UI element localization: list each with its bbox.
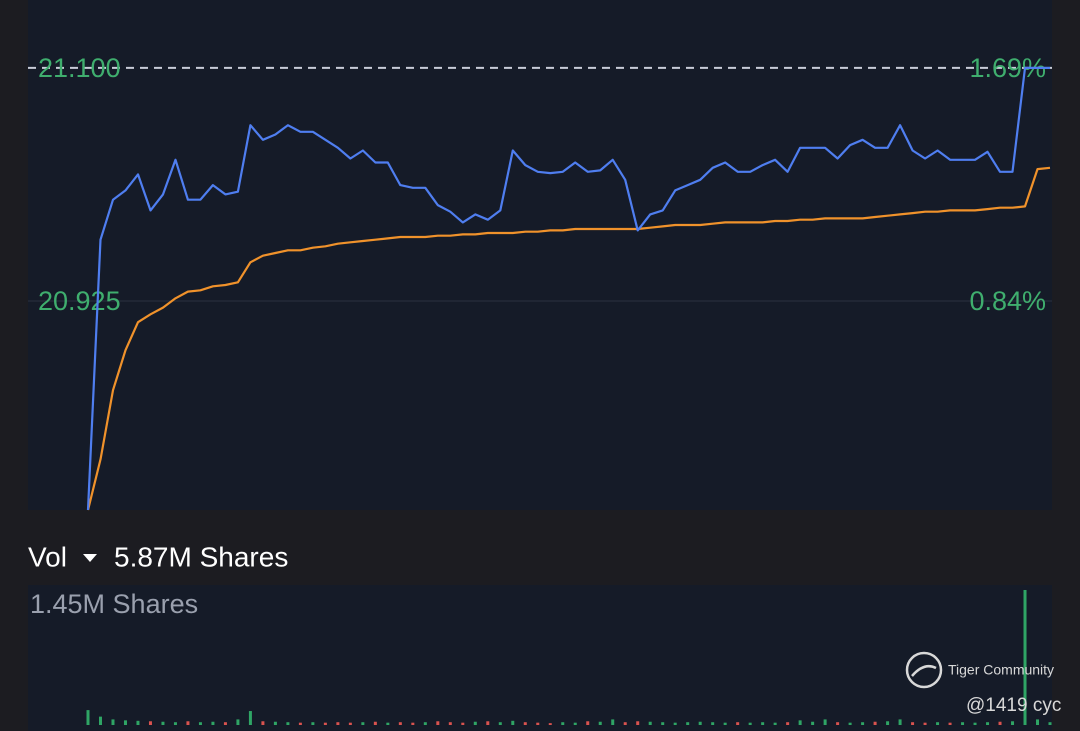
volume-bar bbox=[411, 722, 415, 725]
watermark-logo bbox=[905, 651, 943, 689]
volume-bar bbox=[711, 722, 715, 725]
volume-bar bbox=[736, 722, 740, 725]
volume-bar bbox=[573, 722, 577, 725]
watermark-brand: Tiger Community bbox=[948, 662, 1054, 678]
volume-bar bbox=[348, 722, 352, 725]
volume-bar bbox=[686, 722, 690, 725]
volume-bar bbox=[123, 720, 127, 725]
volume-bar bbox=[586, 721, 590, 725]
volume-bar bbox=[861, 722, 865, 725]
volume-bar bbox=[523, 722, 527, 725]
volume-bar bbox=[873, 721, 877, 725]
volume-bar bbox=[161, 721, 165, 725]
volume-bar bbox=[848, 722, 852, 725]
volume-bar bbox=[911, 722, 915, 725]
volume-bar bbox=[461, 722, 465, 725]
volume-bar bbox=[986, 722, 990, 725]
volume-title[interactable]: Vol bbox=[28, 541, 67, 572]
volume-bar bbox=[273, 721, 277, 725]
volume-bar bbox=[323, 722, 327, 725]
volume-bar bbox=[773, 722, 777, 725]
volume-bar bbox=[173, 722, 177, 725]
volume-bar bbox=[448, 722, 452, 725]
series-line bbox=[86, 166, 1051, 511]
volume-bar bbox=[811, 721, 815, 725]
volume-bar bbox=[236, 719, 240, 725]
volume-bar bbox=[223, 722, 227, 725]
volume-bar bbox=[1023, 590, 1027, 725]
volume-bar bbox=[311, 722, 315, 725]
volume-bar bbox=[961, 722, 965, 725]
volume-bar bbox=[598, 721, 602, 725]
volume-bar bbox=[248, 711, 252, 725]
volume-bar bbox=[398, 722, 402, 725]
volume-bar bbox=[661, 722, 665, 725]
volume-bar bbox=[148, 721, 152, 725]
volume-bar bbox=[561, 722, 565, 725]
volume-bar bbox=[361, 722, 365, 725]
volume-bar bbox=[1048, 722, 1052, 725]
volume-bar bbox=[973, 722, 977, 725]
dropdown-caret[interactable] bbox=[83, 554, 97, 562]
volume-bar bbox=[211, 721, 215, 725]
volume-bar bbox=[898, 719, 902, 725]
volume-bar bbox=[548, 723, 552, 725]
volume-bar bbox=[611, 719, 615, 725]
volume-bar bbox=[186, 721, 190, 725]
volume-bar bbox=[673, 722, 677, 725]
volume-bar bbox=[723, 722, 727, 725]
volume-panel bbox=[28, 585, 1052, 731]
volume-bar bbox=[423, 722, 427, 725]
volume-bar bbox=[373, 721, 377, 725]
watermark-user: @1419 cyc bbox=[966, 695, 1061, 716]
volume-bar bbox=[261, 721, 265, 725]
watermark-logo-stripe bbox=[911, 665, 937, 677]
y2-tick-label: 0.84% bbox=[969, 286, 1046, 316]
volume-bar bbox=[536, 722, 540, 725]
volume-bar bbox=[436, 721, 440, 725]
volume-bar bbox=[86, 710, 90, 725]
volume-bar bbox=[786, 722, 790, 725]
volume-bar bbox=[623, 722, 627, 725]
volume-bar bbox=[998, 721, 1002, 725]
volume-bar bbox=[286, 722, 290, 725]
volume-bar bbox=[511, 720, 515, 725]
volume-bar bbox=[948, 722, 952, 725]
volume-bar bbox=[698, 721, 702, 725]
volume-bar bbox=[336, 722, 340, 725]
volume-bar bbox=[923, 722, 927, 725]
y-tick-label: 20.925 bbox=[38, 286, 121, 316]
volume-total: 5.87M Shares bbox=[114, 541, 288, 572]
volume-bar bbox=[386, 722, 390, 725]
y-tick-label: 21.100 bbox=[38, 53, 121, 83]
watermark: Tiger Community @1419 cyc bbox=[905, 651, 1061, 716]
volume-bar bbox=[486, 721, 490, 725]
volume-bar bbox=[636, 721, 640, 725]
volume-bar bbox=[473, 721, 477, 725]
volume-bar bbox=[748, 722, 752, 725]
volume-bar bbox=[136, 720, 140, 725]
volume-bar bbox=[836, 722, 840, 725]
volume-bar bbox=[498, 722, 502, 725]
volume-bar bbox=[1011, 721, 1015, 725]
volume-bar bbox=[111, 719, 115, 725]
volume-bar bbox=[1036, 719, 1040, 725]
volume-bar bbox=[98, 716, 102, 725]
series-line bbox=[86, 66, 1050, 511]
y-tick-label: 1.45M Shares bbox=[30, 589, 198, 619]
volume-bar bbox=[648, 721, 652, 725]
volume-bar bbox=[298, 722, 302, 725]
volume-bar bbox=[936, 722, 940, 725]
volume-bar bbox=[886, 721, 890, 725]
price-panel bbox=[28, 0, 1052, 510]
volume-bar bbox=[798, 720, 802, 725]
volume-bar bbox=[761, 722, 765, 725]
volume-bar bbox=[198, 722, 202, 725]
volume-bar bbox=[823, 719, 827, 725]
